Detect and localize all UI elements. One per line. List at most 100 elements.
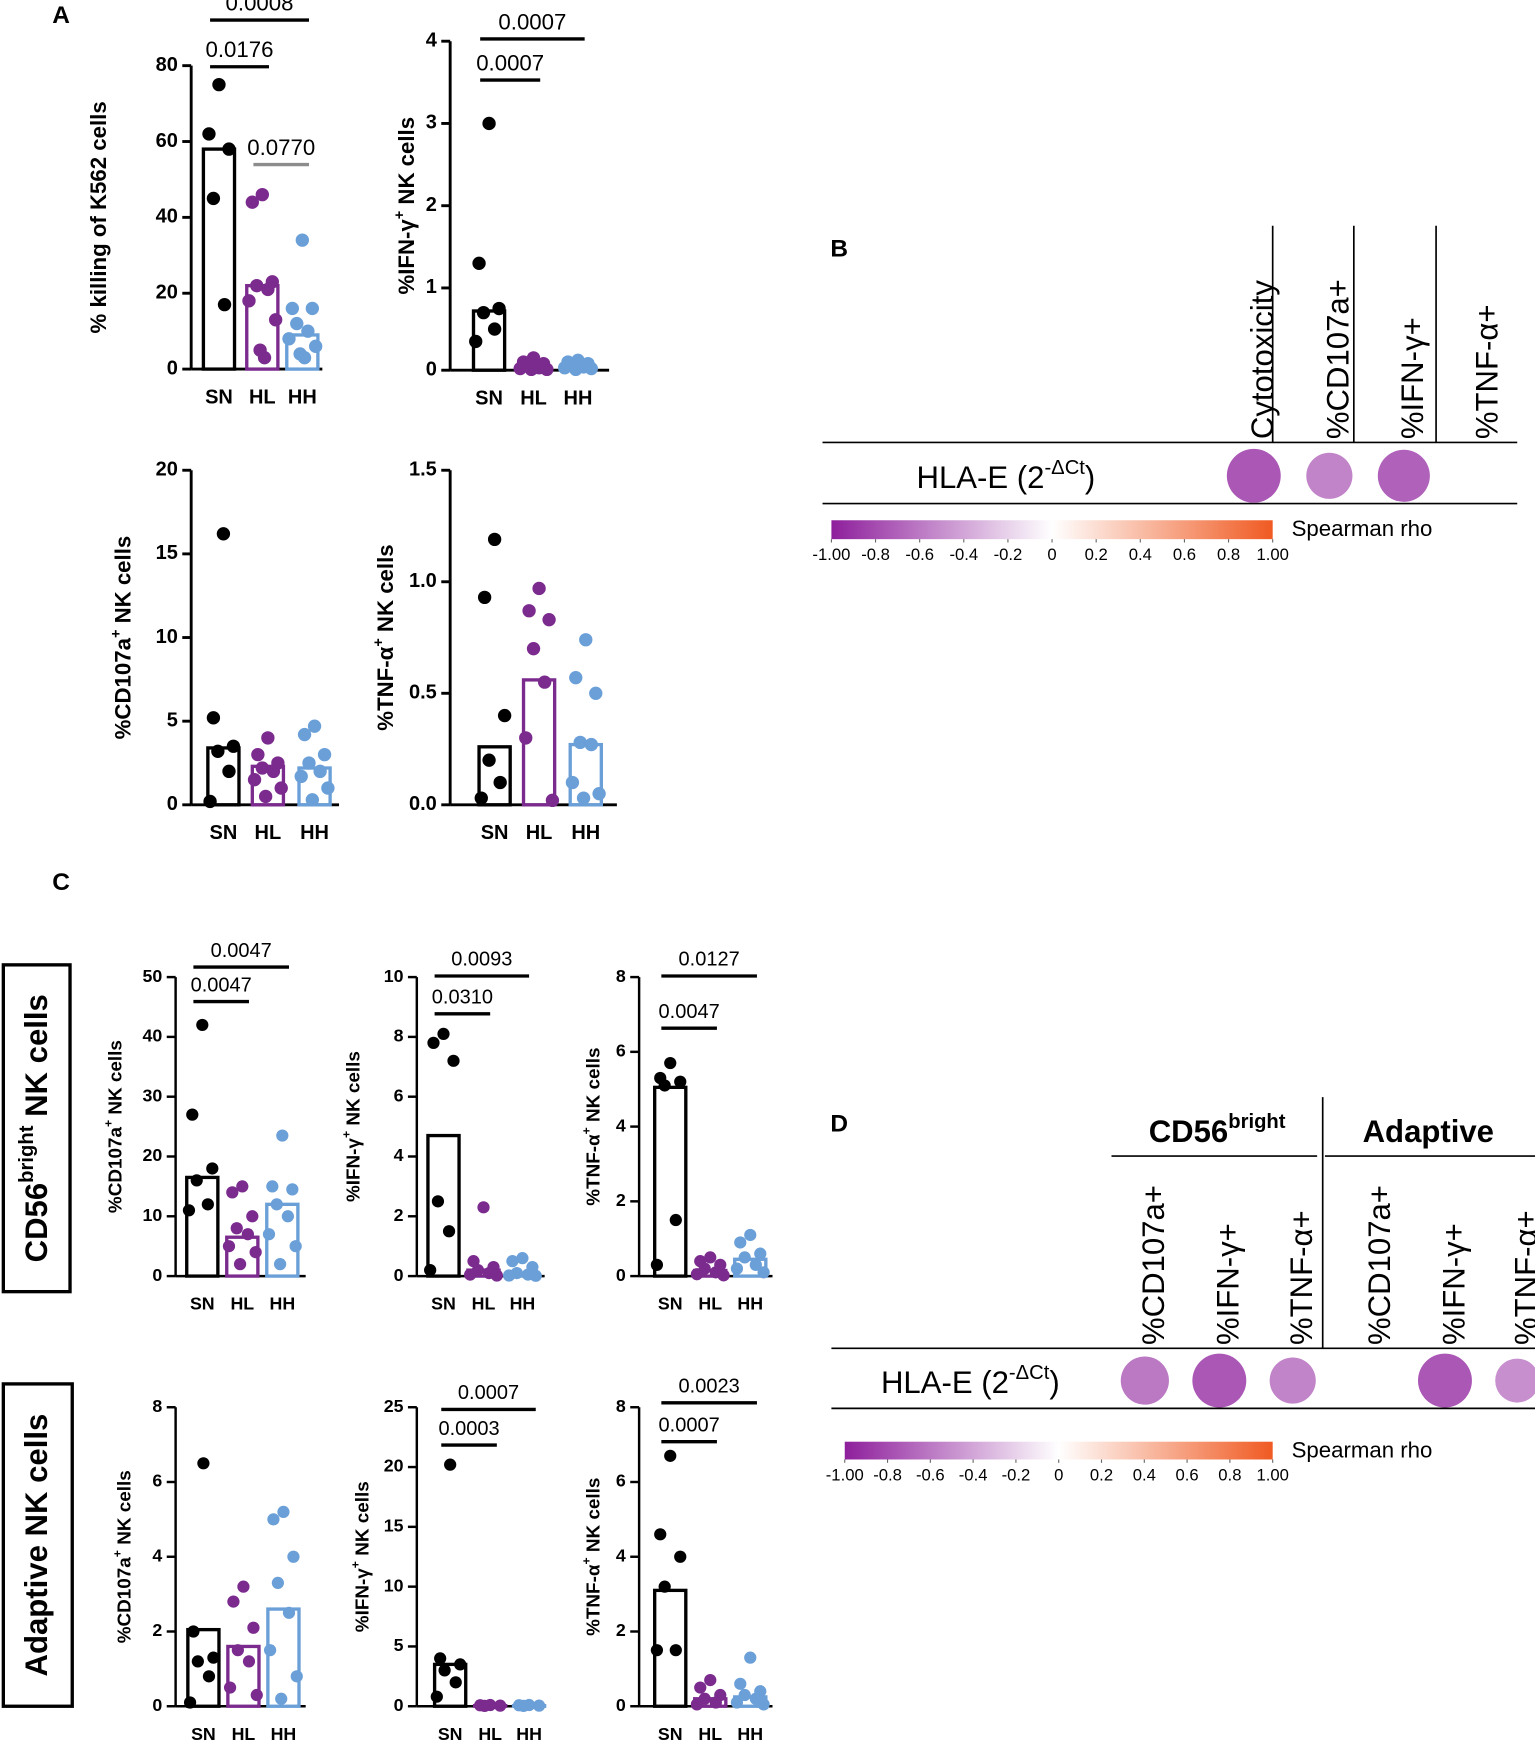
y-tick-label: 0.5 xyxy=(409,682,437,704)
data-point xyxy=(497,708,512,723)
row-label: CD56bright NK cells xyxy=(16,994,54,1262)
data-point xyxy=(282,332,296,346)
y-tick-label: 8 xyxy=(616,1396,626,1416)
correlation-dot xyxy=(1192,1353,1247,1408)
data-point xyxy=(513,361,527,376)
y-tick-label: 0.0 xyxy=(409,793,437,815)
colorbar-tick-label: -0.6 xyxy=(905,545,934,564)
colorbar-tick-label: 0.8 xyxy=(1218,1466,1241,1485)
data-point xyxy=(187,1625,200,1638)
median-bar xyxy=(653,1085,688,1278)
colorbar-tick-label: -1.00 xyxy=(826,1466,864,1485)
text-part: HLA-E (2 xyxy=(917,460,1045,495)
y-tick-label: 6 xyxy=(616,1471,626,1491)
p-value: 0.0008 xyxy=(226,0,294,15)
data-point xyxy=(529,1269,542,1282)
y-axis-label: %TNF-α+ NK cells xyxy=(580,1047,605,1205)
x-tick-label: HL xyxy=(472,1294,496,1314)
y-axis-label: %CD107a+ NK cells xyxy=(108,536,135,740)
text-part: NK cells xyxy=(584,1478,605,1558)
p-value: 0.0007 xyxy=(659,1414,720,1436)
data-point xyxy=(281,1210,294,1223)
superscript: + xyxy=(580,1127,594,1134)
p-value: 0.0127 xyxy=(679,949,740,971)
correlation-dot xyxy=(1495,1358,1535,1403)
y-tick-label: 20 xyxy=(384,1456,404,1476)
row-label-box xyxy=(1,1382,74,1708)
data-point xyxy=(492,301,506,316)
y-tick-label: 10 xyxy=(143,1205,163,1225)
y-tick-label: 40 xyxy=(143,1026,163,1046)
y-tick-label: 5 xyxy=(167,709,178,731)
column-label: %CD107a+ xyxy=(1362,1185,1397,1345)
data-point xyxy=(286,1183,299,1196)
superscript: -ΔCt xyxy=(1044,458,1085,480)
colorbar-tick-label: -0.8 xyxy=(861,545,890,564)
p-value: 0.0007 xyxy=(498,9,566,34)
data-point xyxy=(545,793,560,808)
data-point xyxy=(258,789,273,804)
data-point xyxy=(573,735,587,750)
column-label: %TNF-α+ xyxy=(1470,304,1505,439)
colorbar-tick-label: 0.6 xyxy=(1173,545,1196,564)
y-tick-label: 6 xyxy=(152,1471,162,1491)
data-point xyxy=(738,1688,751,1702)
data-point xyxy=(263,1644,277,1657)
y-axis-label: % killing of K562 cells xyxy=(86,101,111,333)
data-point xyxy=(454,1658,467,1671)
correlation-dot xyxy=(1418,1353,1472,1408)
y-tick-label: 2 xyxy=(394,1205,404,1225)
correlation-dot xyxy=(1269,1357,1316,1404)
data-point xyxy=(301,324,315,338)
text-part: NK cells xyxy=(584,1047,605,1127)
data-point xyxy=(261,282,275,297)
data-point xyxy=(203,794,217,809)
data-point xyxy=(524,362,538,377)
y-tick-label: 15 xyxy=(384,1516,404,1536)
data-point xyxy=(274,781,288,795)
colorbar-tick-label: -0.6 xyxy=(916,1466,945,1485)
data-point xyxy=(186,1108,199,1121)
panel-label: C xyxy=(52,869,70,896)
text-part: %CD107a xyxy=(115,1557,136,1644)
data-point xyxy=(650,1258,664,1271)
y-tick-label: 0 xyxy=(394,1265,404,1285)
y-axis-label: %TNF-α+ NK cells xyxy=(371,544,398,730)
data-point xyxy=(569,362,583,377)
data-point xyxy=(268,313,283,327)
column-label: %IFN-γ+ xyxy=(1211,1223,1246,1345)
data-point xyxy=(191,1655,204,1668)
data-point xyxy=(309,339,323,354)
data-point xyxy=(478,1699,491,1713)
data-point xyxy=(664,1056,677,1070)
x-tick-label: SN xyxy=(475,387,503,409)
data-point xyxy=(261,731,275,745)
p-value: 0.0007 xyxy=(458,1382,519,1404)
data-point xyxy=(754,1247,767,1260)
data-point xyxy=(285,301,299,316)
text-part: %TNF-α xyxy=(584,1134,605,1206)
y-tick-label: 20 xyxy=(156,282,178,304)
data-point xyxy=(182,1204,196,1217)
x-tick-label: HH xyxy=(269,1294,295,1314)
text-part: % killing of K562 cells xyxy=(86,101,111,333)
data-point xyxy=(247,1621,260,1634)
y-tick-label: 0 xyxy=(167,793,178,815)
x-tick-label: HH xyxy=(271,1724,297,1743)
data-point xyxy=(438,1664,451,1677)
y-tick-label: 4 xyxy=(426,29,438,51)
data-point xyxy=(442,1225,456,1238)
data-point xyxy=(196,1018,209,1032)
data-point xyxy=(206,191,221,206)
y-tick-label: 4 xyxy=(616,1545,626,1565)
text-part: NK cells xyxy=(352,1481,373,1561)
y-tick-label: 8 xyxy=(152,1396,162,1416)
group-header: CD56bright xyxy=(1149,1111,1286,1149)
data-point xyxy=(749,1258,762,1271)
x-tick-label: HH xyxy=(737,1294,763,1314)
y-tick-label: 5 xyxy=(394,1635,404,1655)
data-point xyxy=(211,744,225,758)
data-point xyxy=(216,527,231,541)
data-point xyxy=(738,1251,751,1264)
